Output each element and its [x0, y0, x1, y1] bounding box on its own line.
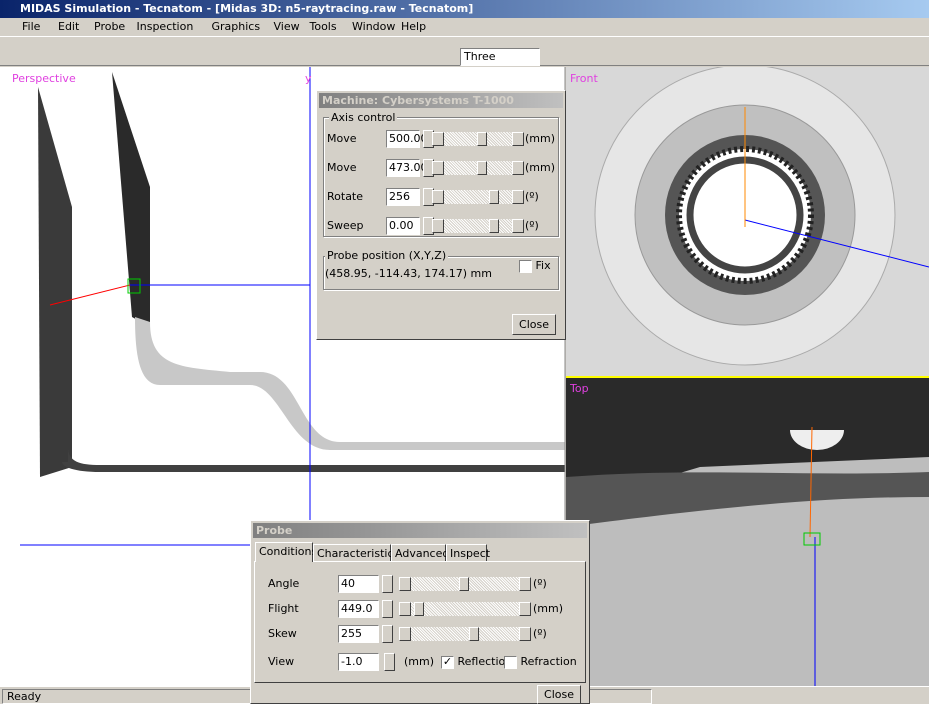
slider-arrow[interactable]	[399, 602, 411, 616]
menu-item[interactable]: View	[273, 20, 300, 33]
slider-arrow[interactable]	[432, 190, 444, 204]
slider-thumb[interactable]	[477, 161, 487, 175]
axis-group	[323, 117, 559, 237]
group-label: Axis control	[329, 111, 398, 124]
value-input[interactable]: 449.0	[338, 600, 379, 618]
value-input[interactable]: 256	[386, 188, 420, 206]
spin-button[interactable]	[382, 600, 393, 618]
row-label: Move	[327, 161, 357, 174]
slider-arrow[interactable]	[519, 602, 531, 616]
slider-thumb[interactable]	[414, 602, 424, 616]
viewport-label: Top	[569, 382, 589, 395]
unit-label: (º)	[525, 190, 539, 203]
slider-arrow[interactable]	[432, 161, 444, 175]
menu-item[interactable]: File	[22, 20, 41, 33]
slider-arrow[interactable]	[519, 627, 531, 641]
menu-item[interactable]: Graphics	[211, 20, 261, 33]
checkbox-label: Refraction	[520, 655, 577, 668]
probe-dialog: Probe ✓ Reflection Refraction Close Cond…	[250, 520, 590, 704]
dialog-title: Probe	[253, 523, 587, 538]
menu-item[interactable]: Probe	[94, 20, 126, 33]
spin-button[interactable]	[382, 575, 393, 593]
slider-arrow[interactable]	[432, 219, 444, 233]
tab[interactable]: Inspect	[446, 544, 490, 561]
title-bar: MIDAS Simulation - Tecnatom - [Midas 3D:…	[0, 0, 929, 18]
unit-label: (mm)	[533, 602, 564, 615]
unit-label: (mm)	[525, 132, 556, 145]
slider-arrow[interactable]	[519, 577, 531, 591]
slider[interactable]	[432, 219, 524, 233]
menu-item[interactable]: Tools	[309, 20, 337, 33]
tab[interactable]: Conditions	[255, 542, 317, 562]
slider[interactable]	[399, 602, 531, 616]
checkbox-label: Fix	[535, 259, 551, 272]
close-button[interactable]: Close	[537, 685, 581, 704]
menu-item[interactable]: Inspection	[136, 20, 194, 33]
row-label: Move	[327, 132, 357, 145]
spin-button[interactable]	[384, 653, 395, 671]
row-label: Sweep	[327, 219, 364, 232]
reflection-checkbox[interactable]: ✓ Reflection	[441, 654, 513, 669]
slider-thumb[interactable]	[469, 627, 479, 641]
tab[interactable]: Characteristics	[313, 544, 399, 561]
axis-label: y	[305, 72, 312, 85]
slider-arrow[interactable]	[512, 161, 524, 175]
fix-checkbox[interactable]: Fix	[519, 259, 551, 273]
viewport-label: Perspective	[12, 72, 76, 85]
slider-arrow[interactable]	[399, 627, 411, 641]
value-input[interactable]: 500.00	[386, 130, 428, 148]
slider-thumb[interactable]	[489, 190, 499, 204]
position-text: (458.95, -114.43, 174.17) mm	[325, 267, 492, 280]
row-label: View	[268, 655, 295, 668]
row-label: Angle	[268, 577, 300, 590]
slider-thumb[interactable]	[459, 577, 469, 591]
checkbox-label: Reflection	[457, 655, 513, 668]
menu-item[interactable]: Edit	[58, 20, 80, 33]
unit-label: (º)	[533, 577, 547, 590]
menu-item[interactable]: Window	[352, 20, 396, 33]
group-label: Probe position (X,Y,Z)	[325, 249, 449, 262]
view-combo[interactable]: Three	[460, 48, 540, 66]
tab[interactable]: Advanced	[391, 544, 449, 561]
menu-bar: File Edit Probe Inspection Graphics View Tools…	[0, 19, 929, 35]
row-label: Skew	[268, 627, 297, 640]
slider[interactable]	[399, 627, 531, 641]
machine-dialog: Machine: Cybersystems T-1000 Axis contro…	[316, 90, 566, 340]
unit-label: (mm)	[404, 655, 435, 668]
menu-item[interactable]: Help	[401, 20, 427, 33]
close-button[interactable]: Close	[512, 314, 556, 335]
slider-arrow[interactable]	[512, 190, 524, 204]
slider-thumb[interactable]	[477, 132, 487, 146]
slider-arrow[interactable]	[432, 132, 444, 146]
refraction-checkbox[interactable]: Refraction	[504, 655, 577, 669]
unit-label: (º)	[533, 627, 547, 640]
value-input[interactable]: 255	[338, 625, 379, 643]
spin-button[interactable]	[382, 625, 393, 643]
value-input[interactable]: -1.0	[338, 653, 379, 671]
unit-label: (º)	[525, 219, 539, 232]
unit-label: (mm)	[525, 161, 556, 174]
slider-arrow[interactable]	[399, 577, 411, 591]
toolbar: Three	[0, 36, 929, 66]
value-input[interactable]: 40	[338, 575, 379, 593]
value-input[interactable]: 0.00	[386, 217, 420, 235]
dialog-title: Machine: Cybersystems T-1000	[319, 93, 563, 108]
slider-arrow[interactable]	[512, 132, 524, 146]
row-label: Rotate	[327, 190, 364, 203]
value-input[interactable]: 473.00	[386, 159, 428, 177]
row-label: Flight	[268, 602, 299, 615]
slider-thumb[interactable]	[489, 219, 499, 233]
viewport-label: Front	[570, 72, 599, 85]
slider-arrow[interactable]	[512, 219, 524, 233]
slider[interactable]	[432, 190, 524, 204]
tab-panel	[254, 561, 586, 683]
